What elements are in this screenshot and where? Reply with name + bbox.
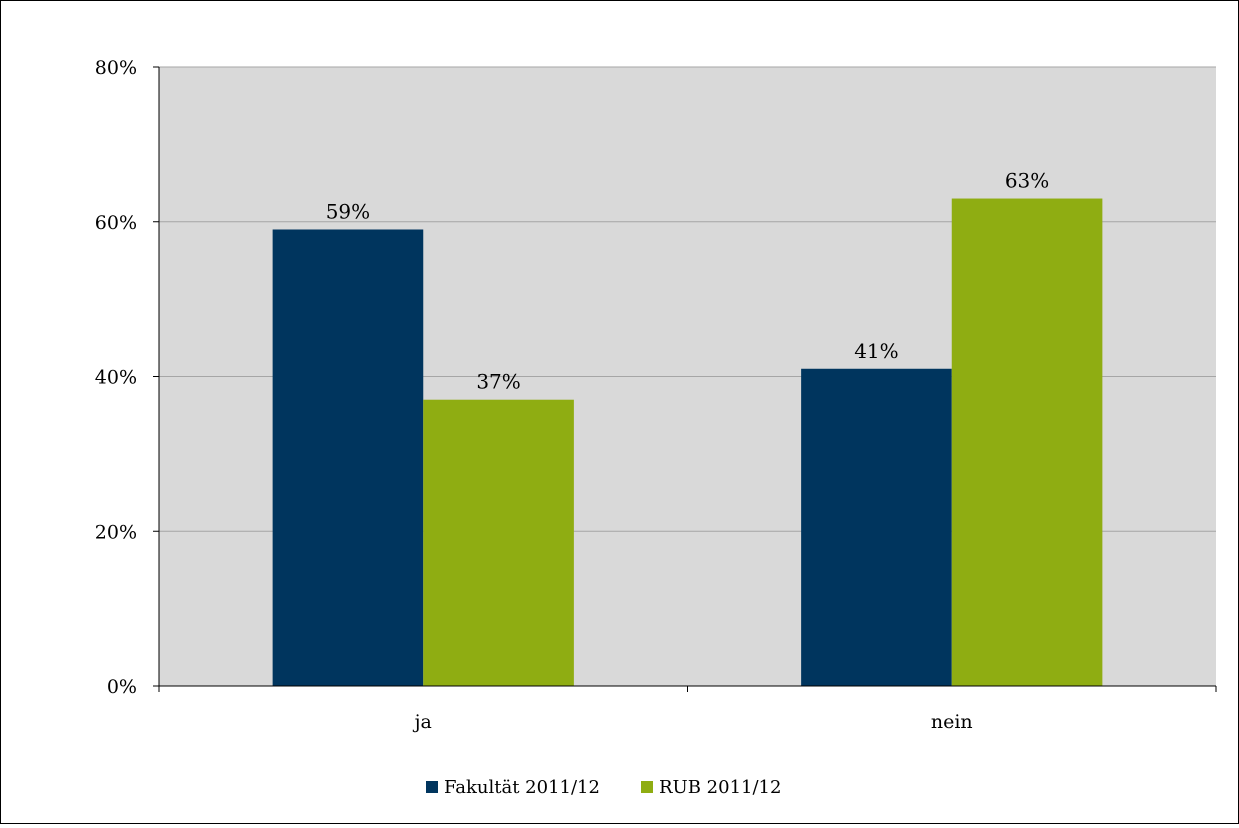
y-tick-label: 0% — [107, 676, 137, 698]
labels: 0% 20% 40% 60% 80% 59% 37% ja 41% 63% nein — [95, 57, 1050, 733]
axes — [153, 66, 1217, 692]
y-tick-label: 80% — [95, 57, 137, 79]
x-category-label: nein — [931, 711, 973, 733]
legend-swatch — [426, 781, 438, 793]
data-label: 63% — [1005, 169, 1049, 193]
data-label: 59% — [326, 199, 370, 223]
legend-label: Fakultät 2011/12 — [444, 777, 600, 798]
legend: Fakultät 2011/12 RUB 2011/12 — [426, 777, 781, 798]
x-category-label: ja — [413, 711, 432, 733]
legend-label: RUB 2011/12 — [659, 777, 781, 798]
y-tick-label: 60% — [95, 212, 137, 234]
data-label: 41% — [854, 339, 898, 363]
bar — [951, 198, 1103, 686]
bar — [801, 368, 952, 686]
legend-swatch — [641, 781, 653, 793]
data-label: 37% — [476, 370, 520, 394]
bar — [272, 229, 424, 687]
y-tick-label: 20% — [95, 521, 137, 543]
bar — [423, 399, 574, 686]
bars — [272, 198, 1103, 687]
y-tick-label: 40% — [95, 367, 137, 389]
